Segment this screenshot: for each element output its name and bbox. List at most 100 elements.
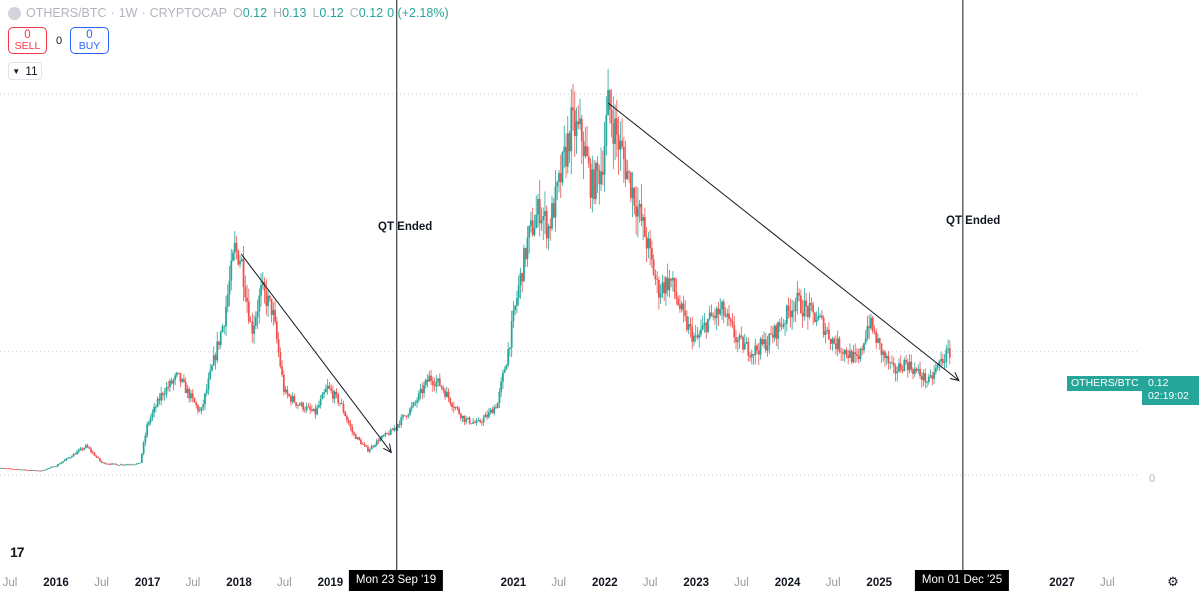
candle (230, 249, 233, 291)
candle (621, 118, 623, 150)
candle (663, 276, 666, 302)
candle (249, 316, 252, 323)
candle (289, 393, 292, 406)
candle (198, 406, 201, 413)
candle (93, 451, 96, 457)
candle (111, 462, 113, 465)
candle (531, 207, 534, 237)
candle (700, 319, 702, 338)
candle (631, 171, 634, 218)
candle (565, 133, 567, 179)
bar-countdown: 02:19:02 (1148, 390, 1189, 402)
candle (381, 435, 383, 439)
candle (870, 313, 872, 331)
candle (417, 390, 420, 403)
interval-label[interactable]: 1W (118, 6, 138, 20)
candle (69, 457, 71, 459)
candle (542, 207, 545, 241)
candle (628, 169, 631, 184)
candle (223, 325, 226, 335)
candle (873, 325, 876, 335)
candle (176, 371, 178, 378)
candle (459, 412, 462, 422)
candle (863, 342, 865, 354)
candle (347, 417, 350, 426)
candle (326, 378, 329, 395)
indicators-toggle[interactable]: ▼ 11 (8, 62, 42, 80)
candle (826, 326, 829, 335)
candle (56, 463, 59, 467)
buy-button[interactable]: 0 BUY (70, 27, 109, 54)
candle (105, 463, 108, 465)
candle (808, 292, 811, 320)
sell-button[interactable]: 0 SELL (8, 27, 47, 54)
trend-arrow[interactable] (240, 253, 392, 454)
candle (42, 469, 45, 471)
candle (796, 281, 799, 315)
candle (582, 131, 585, 180)
candle (761, 334, 764, 347)
candle (339, 402, 341, 407)
candle (190, 389, 192, 402)
candle (654, 269, 657, 286)
candle (309, 402, 312, 415)
candle (500, 376, 503, 398)
candle (351, 424, 354, 436)
sell-price: 0 (24, 29, 31, 41)
candle (77, 448, 80, 454)
candle (88, 446, 91, 450)
candle (76, 450, 78, 455)
candle (806, 305, 809, 330)
tradingview-logo-icon[interactable]: 17 (10, 544, 25, 560)
candle (771, 326, 774, 344)
candle (172, 378, 175, 391)
candle (696, 326, 699, 340)
candle (421, 382, 424, 400)
symbol-name[interactable]: OTHERS/BTC (26, 6, 107, 20)
candle (936, 363, 939, 371)
candle (261, 271, 264, 290)
candle (353, 430, 355, 437)
candle (828, 322, 830, 341)
candle (360, 437, 362, 445)
candle (901, 365, 904, 374)
candle (135, 463, 138, 465)
candle (838, 336, 841, 354)
candle (382, 434, 385, 438)
candle (286, 385, 289, 399)
candle (849, 343, 851, 359)
open-label: O (233, 6, 243, 20)
candle (153, 402, 156, 418)
candle (677, 295, 680, 307)
candle (473, 419, 476, 424)
candle (798, 288, 801, 302)
candle (556, 180, 559, 201)
candle (622, 136, 625, 183)
candle (847, 349, 850, 365)
candle (284, 385, 287, 394)
candle (502, 369, 504, 389)
high-value: 0.13 (282, 6, 307, 20)
candle (151, 409, 154, 421)
trend-arrow[interactable] (608, 102, 960, 382)
candle (170, 377, 173, 385)
settings-gear-icon[interactable]: ⚙ (1167, 574, 1179, 589)
candle (775, 323, 778, 347)
candle (128, 463, 131, 466)
candle (211, 364, 213, 372)
candle (116, 464, 119, 466)
candle (579, 98, 581, 130)
candle (917, 364, 920, 375)
candle (107, 463, 110, 465)
candle (682, 295, 685, 323)
candle (892, 357, 895, 374)
candle (268, 295, 271, 302)
candle (615, 99, 618, 158)
candle (754, 338, 757, 365)
candle (861, 345, 864, 356)
candle (275, 316, 278, 344)
x-tick-label: Jul (642, 577, 658, 589)
candle (114, 463, 117, 466)
candle (428, 370, 431, 382)
